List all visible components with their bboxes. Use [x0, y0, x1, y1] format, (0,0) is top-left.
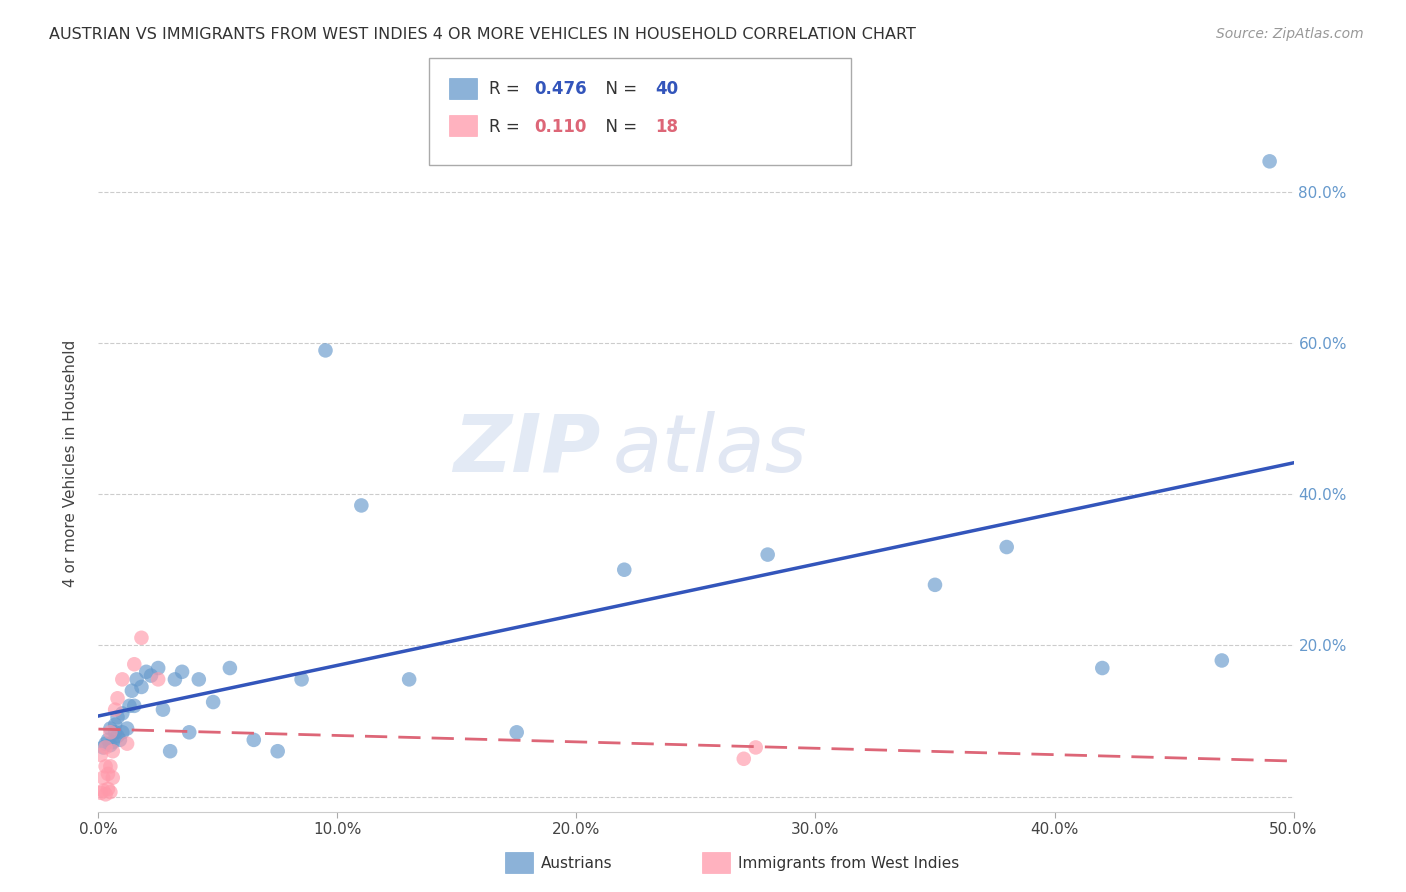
Point [135, 665, 157, 679]
Text: 40: 40 [655, 80, 678, 98]
Point [108, 732, 131, 747]
Point [115, 737, 138, 751]
Point [104, 703, 127, 717]
Point [115, 722, 138, 736]
Point [152, 703, 174, 717]
Point [291, 673, 314, 687]
Point [131, 631, 153, 645]
Point [111, 673, 134, 687]
Point [159, 744, 181, 758]
Text: Source: ZipAtlas.com: Source: ZipAtlas.com [1216, 27, 1364, 41]
Text: AUSTRIAN VS IMMIGRANTS FROM WEST INDIES 4 OR MORE VEHICLES IN HOUSEHOLD CORRELAT: AUSTRIAN VS IMMIGRANTS FROM WEST INDIES … [49, 27, 917, 42]
Point [121, 683, 143, 698]
Point [124, 657, 146, 672]
Text: Austrians: Austrians [541, 856, 613, 871]
Point [243, 732, 266, 747]
Point [613, 563, 636, 577]
Text: Immigrants from West Indies: Immigrants from West Indies [738, 856, 959, 871]
Point [107, 691, 129, 706]
Point [97, 782, 120, 797]
Point [94, 788, 117, 801]
Point [924, 578, 946, 592]
Point [172, 665, 194, 679]
Point [995, 540, 1018, 554]
Point [111, 706, 134, 721]
Point [104, 717, 127, 731]
Point [98, 725, 122, 739]
Point [1091, 661, 1114, 675]
Point [107, 729, 129, 743]
Point [756, 548, 779, 562]
Point [94, 737, 117, 751]
Point [94, 759, 117, 773]
Point [1258, 154, 1281, 169]
Point [101, 735, 124, 749]
Point [98, 785, 122, 799]
Point [118, 698, 141, 713]
Point [398, 673, 420, 687]
Point [124, 698, 146, 713]
Point [187, 673, 209, 687]
Point [1211, 653, 1233, 667]
Point [202, 695, 225, 709]
Text: atlas: atlas [613, 411, 807, 489]
Point [350, 499, 373, 513]
Point [104, 725, 127, 739]
Point [125, 673, 148, 687]
Point [101, 744, 124, 758]
Text: N =: N = [595, 118, 643, 136]
Point [131, 680, 153, 694]
Point [506, 725, 529, 739]
Point [98, 759, 122, 773]
Text: 18: 18 [655, 118, 678, 136]
Point [107, 710, 129, 724]
Point [179, 725, 201, 739]
Point [267, 744, 290, 758]
Point [91, 740, 114, 755]
Point [97, 732, 120, 747]
Point [90, 786, 112, 800]
Point [97, 767, 120, 781]
Point [91, 771, 114, 785]
Point [219, 661, 242, 675]
Point [163, 673, 186, 687]
Point [315, 343, 337, 358]
Point [745, 740, 768, 755]
Point [98, 722, 122, 736]
Text: R =: R = [489, 80, 526, 98]
Point [148, 673, 170, 687]
Point [90, 747, 112, 762]
Point [101, 771, 124, 785]
Text: N =: N = [595, 80, 643, 98]
Point [94, 740, 117, 755]
Point [733, 752, 755, 766]
Text: 0.476: 0.476 [534, 80, 586, 98]
Point [139, 668, 162, 682]
Point [91, 783, 114, 797]
Text: ZIP: ZIP [453, 411, 600, 489]
Point [148, 661, 170, 675]
Point [111, 725, 134, 739]
Point [98, 738, 122, 752]
Y-axis label: 4 or more Vehicles in Household: 4 or more Vehicles in Household [63, 340, 77, 588]
Text: 0.110: 0.110 [534, 118, 586, 136]
Text: R =: R = [489, 118, 526, 136]
